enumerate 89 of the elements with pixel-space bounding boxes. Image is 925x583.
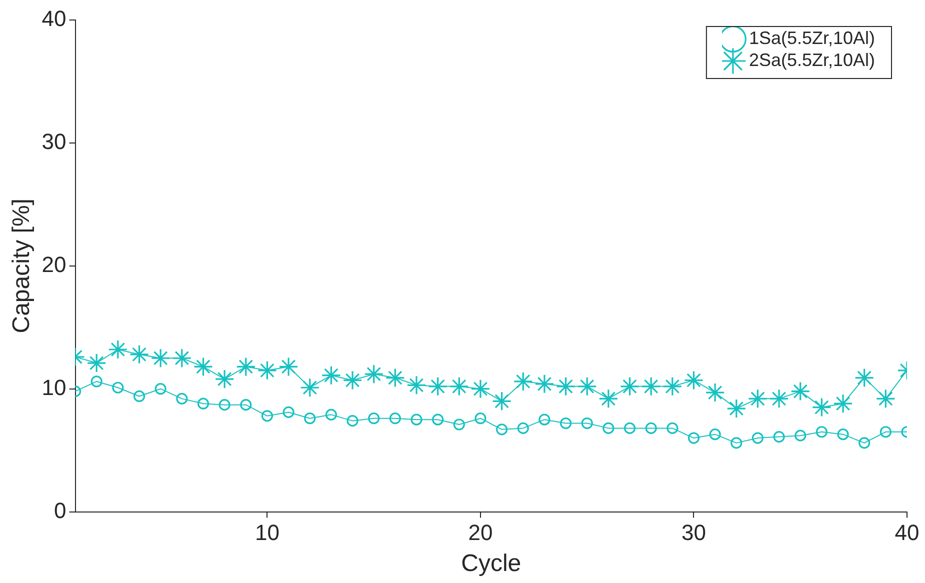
point — [876, 388, 896, 408]
point — [90, 376, 102, 388]
y-axis-title: Capacity [%] — [8, 198, 36, 334]
point — [517, 422, 529, 434]
point — [282, 406, 294, 418]
x-tick-label: 10 — [254, 520, 280, 546]
point — [556, 376, 576, 396]
point — [470, 379, 490, 399]
point — [364, 364, 384, 384]
point — [730, 437, 742, 449]
point — [560, 417, 572, 430]
point — [513, 372, 533, 392]
point — [385, 368, 405, 388]
point — [172, 348, 192, 368]
point — [748, 388, 768, 408]
point — [342, 370, 362, 390]
point — [709, 428, 721, 440]
point — [769, 388, 789, 408]
point — [86, 353, 106, 373]
point — [197, 398, 210, 410]
point — [833, 394, 853, 414]
point — [214, 369, 234, 389]
point — [538, 414, 550, 426]
point — [389, 412, 401, 424]
point — [257, 360, 278, 380]
point — [598, 388, 618, 408]
point — [453, 418, 465, 430]
point — [602, 422, 614, 434]
y-tick-label: 0 — [54, 498, 66, 523]
point — [684, 370, 704, 390]
point — [236, 356, 256, 377]
point — [428, 376, 448, 396]
legend-label: 2Sa(5.5Zr,10Al) — [748, 50, 875, 70]
point — [176, 392, 188, 404]
point — [726, 398, 746, 418]
y-tick-label: 10 — [42, 374, 66, 400]
point — [794, 430, 806, 442]
point — [624, 422, 636, 434]
y-tick-label: 40 — [42, 6, 66, 32]
y-tick-label: 30 — [42, 129, 66, 154]
point — [581, 417, 593, 430]
point — [449, 376, 469, 396]
point — [321, 366, 341, 386]
point — [858, 437, 870, 449]
point — [645, 422, 657, 434]
point — [154, 383, 166, 395]
point — [112, 382, 124, 394]
point — [666, 422, 678, 434]
point — [406, 375, 426, 395]
point — [410, 414, 422, 426]
point — [133, 390, 146, 402]
point — [129, 344, 150, 364]
point — [534, 374, 554, 394]
point — [496, 424, 508, 436]
point — [218, 399, 230, 411]
point — [773, 431, 785, 443]
x-tick-label: 30 — [681, 520, 706, 546]
x-tick-label: 20 — [468, 520, 493, 546]
point — [108, 340, 128, 360]
point — [150, 348, 170, 368]
point — [688, 432, 700, 444]
point — [346, 415, 358, 427]
point — [790, 382, 810, 402]
point — [474, 412, 486, 424]
point — [261, 410, 274, 422]
point — [662, 376, 682, 396]
x-tick-label: 40 — [894, 520, 920, 546]
point — [304, 412, 316, 424]
point — [854, 368, 874, 388]
point — [812, 397, 832, 418]
y-tick-label: 20 — [42, 252, 66, 277]
point — [752, 432, 764, 444]
point — [492, 391, 512, 411]
point — [880, 426, 892, 438]
point — [641, 376, 661, 396]
point — [240, 399, 252, 411]
x-axis-title: Cycle — [461, 550, 522, 578]
point — [705, 382, 725, 402]
point — [837, 428, 849, 440]
point — [278, 356, 298, 377]
point — [193, 356, 214, 377]
point — [432, 414, 444, 426]
point — [577, 376, 597, 396]
legend-label: 1Sa(5.5Zr,10Al) — [748, 28, 875, 48]
point — [368, 412, 380, 424]
point — [325, 408, 337, 420]
point — [620, 376, 640, 396]
point — [300, 378, 320, 398]
point — [816, 426, 828, 438]
